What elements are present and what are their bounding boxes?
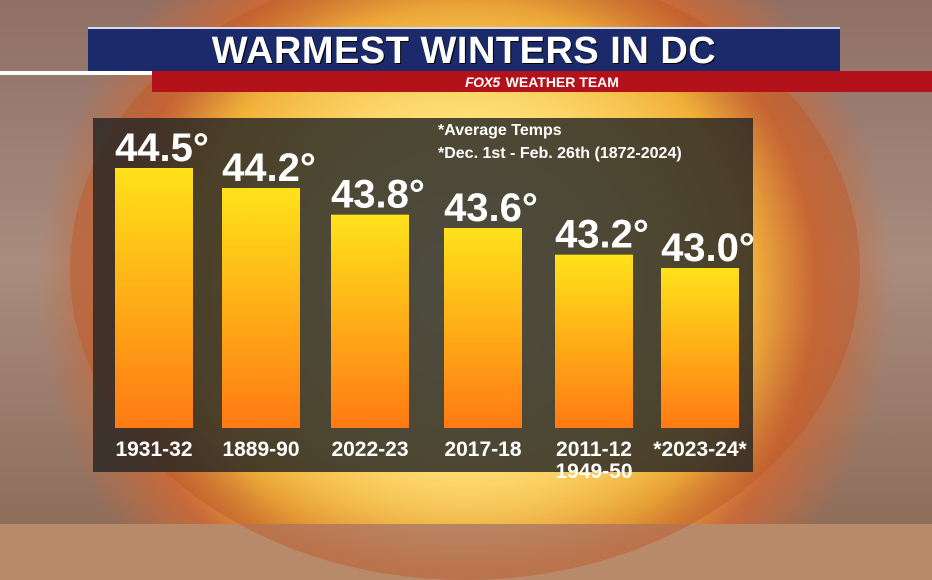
category-label-5: *2023-24* [653, 438, 747, 461]
bar-0 [115, 168, 193, 428]
category-label-0: 1931-32 [115, 438, 192, 461]
bar-chart: 44.5° 1931-32 44.2° 1889-90 43.8° 2022-23 43.6… [115, 126, 755, 483]
bar-3 [444, 228, 522, 428]
bar-5 [661, 268, 739, 428]
note-date-range: *Dec. 1st - Feb. 26th (1872-2024) [438, 145, 682, 162]
chart-panel [93, 118, 753, 472]
category-label-3: 2017-18 [444, 438, 521, 461]
value-label-1: 44.2° [222, 146, 316, 190]
chart-title: WARMEST WINTERS IN DC [211, 29, 717, 72]
value-label-5: 43.0° [661, 226, 755, 270]
category-label-2: 2022-23 [331, 438, 408, 461]
value-label-2: 43.8° [331, 173, 425, 217]
bar-4 [555, 254, 633, 428]
note-average-temps: *Average Temps [438, 122, 562, 139]
value-label-3: 43.6° [444, 186, 538, 230]
value-label-0: 44.5° [115, 126, 209, 170]
bar-2 [331, 214, 409, 428]
category-label-4-1: 1949-50 [555, 460, 632, 483]
category-label-1: 1889-90 [222, 438, 299, 461]
fox5-logo: FOX5 [465, 73, 500, 90]
value-label-4: 43.2° [555, 213, 649, 257]
subtitle: WEATHER TEAM [505, 73, 619, 90]
subtitle-bar: FOX5 WEATHER TEAM [152, 71, 932, 92]
bar-1 [222, 188, 300, 428]
title-bar: WARMEST WINTERS IN DC [88, 27, 840, 73]
category-label-4-0: 2011-12 [556, 438, 632, 461]
divider-line [0, 71, 152, 75]
